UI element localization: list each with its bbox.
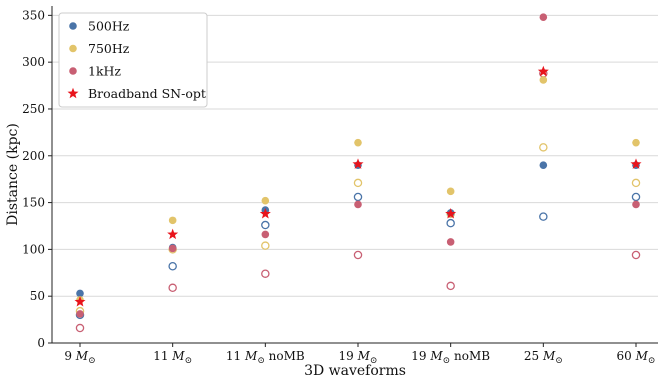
x-tick-number: 60 (617, 349, 636, 363)
x-tick-label: 11 M⊙ (153, 349, 192, 366)
open-point-500hz (539, 212, 548, 221)
open-point-1khz (75, 323, 85, 333)
open-point-750hz (631, 178, 641, 188)
filled-point-1khz (76, 310, 84, 318)
x-tick-label: 9 M⊙ (64, 349, 95, 366)
filled-point-750hz (168, 216, 177, 225)
star-point (445, 208, 457, 219)
data-points (74, 13, 642, 333)
x-tick-mass-symbol: M (244, 349, 258, 363)
filled-point-750hz (354, 138, 362, 147)
axes-frame (51, 6, 658, 344)
x-tick-suffix: noMB (450, 349, 490, 363)
x-tick-number: 9 (64, 349, 75, 363)
open-point-500hz (631, 192, 641, 202)
x-tick-mass-symbol: M (171, 349, 185, 363)
y-tick-label: 0 (37, 336, 45, 350)
star-point (630, 158, 642, 169)
open-point-500hz (168, 261, 177, 271)
x-tick-sun-symbol: ⊙ (88, 356, 96, 366)
y-tick-label: 100 (22, 242, 45, 256)
x-tick-number: 19 (411, 349, 430, 363)
x-tick-mass-symbol: M (357, 349, 371, 363)
filled-point-1khz (446, 238, 455, 246)
x-tick-mass-symbol: M (75, 349, 89, 363)
x-tick-label: 11 M⊙ noMB (226, 349, 305, 366)
x-tick-mass-symbol: M (542, 349, 556, 363)
open-point-750hz (539, 143, 548, 152)
open-point-1khz (261, 269, 270, 278)
x-tick-suffix: noMB (265, 349, 305, 363)
legend-label: Broadband SN-opt (88, 86, 206, 101)
x-axis-label: 3D waveforms (304, 363, 406, 379)
filled-point-1khz (539, 13, 548, 22)
legend-marker-1khz (69, 67, 77, 75)
x-tick-label: 60 M⊙ (617, 349, 656, 366)
x-tick-sun-symbol: ⊙ (370, 356, 378, 366)
open-point-1khz (446, 281, 455, 291)
y-tick-label: 200 (22, 149, 45, 163)
open-point-750hz (353, 178, 363, 188)
legend: 500Hz 750Hz 1kHz Broadband SN-opt (58, 12, 208, 108)
y-axis: 0 50 100 150 200 250 300 350 (22, 8, 52, 350)
filled-point-750hz (539, 76, 548, 84)
star-point (352, 158, 364, 169)
star-point (537, 65, 549, 77)
x-tick-number: 19 (339, 349, 358, 363)
filled-point-750hz (446, 187, 455, 196)
y-tick-label: 250 (22, 102, 45, 116)
filled-point-500hz (539, 161, 548, 169)
x-tick-label: 25 M⊙ (524, 349, 563, 366)
legend-marker-star (67, 87, 79, 99)
x-tick-sun-symbol: ⊙ (185, 356, 193, 366)
x-tick-number: 25 (524, 349, 543, 363)
star-point (167, 228, 179, 240)
x-tick-label: 19 M⊙ noMB (411, 349, 490, 366)
y-tick-label: 300 (22, 55, 45, 69)
open-point-1khz (631, 250, 641, 260)
y-axis-label: Distance (kpc) (5, 123, 21, 226)
x-tick-number: 11 (226, 349, 245, 363)
legend-marker-500hz (69, 22, 77, 30)
y-tick-label: 350 (22, 8, 45, 22)
filled-point-1khz (168, 244, 177, 253)
y-tick-label: 150 (22, 196, 45, 210)
star-point (74, 296, 86, 307)
x-tick-number: 11 (153, 349, 172, 363)
legend-box (58, 12, 208, 108)
x-tick-sun-symbol: ⊙ (257, 356, 265, 366)
filled-point-750hz (261, 196, 270, 205)
legend-label: 500Hz (88, 19, 130, 34)
open-point-500hz (446, 218, 455, 228)
open-point-500hz (353, 192, 363, 202)
open-point-1khz (168, 283, 177, 293)
open-point-750hz (261, 241, 270, 250)
filled-point-750hz (632, 138, 640, 147)
x-tick-mass-symbol: M (429, 349, 443, 363)
x-tick-sun-symbol: ⊙ (555, 356, 563, 366)
y-tick-label: 50 (30, 289, 45, 303)
filled-point-1khz (261, 230, 270, 239)
x-tick-sun-symbol: ⊙ (648, 356, 656, 366)
open-point-500hz (261, 220, 270, 230)
x-tick-label: 19 M⊙ (339, 349, 378, 366)
legend-label: 1kHz (88, 64, 121, 79)
x-axis: 9 M⊙ 11 M⊙ 11 M⊙ noMB 19 M⊙ 19 M⊙ noMB 25 M⊙ 6… (64, 343, 655, 366)
filled-point-1khz (632, 200, 640, 209)
filled-point-500hz (76, 289, 84, 298)
x-tick-mass-symbol: M (635, 349, 649, 363)
legend-label: 750Hz (88, 41, 130, 56)
star-point (259, 208, 271, 219)
open-point-1khz (353, 250, 363, 260)
x-tick-sun-symbol: ⊙ (443, 356, 451, 366)
legend-marker-750hz (69, 44, 77, 53)
filled-point-1khz (354, 200, 362, 209)
